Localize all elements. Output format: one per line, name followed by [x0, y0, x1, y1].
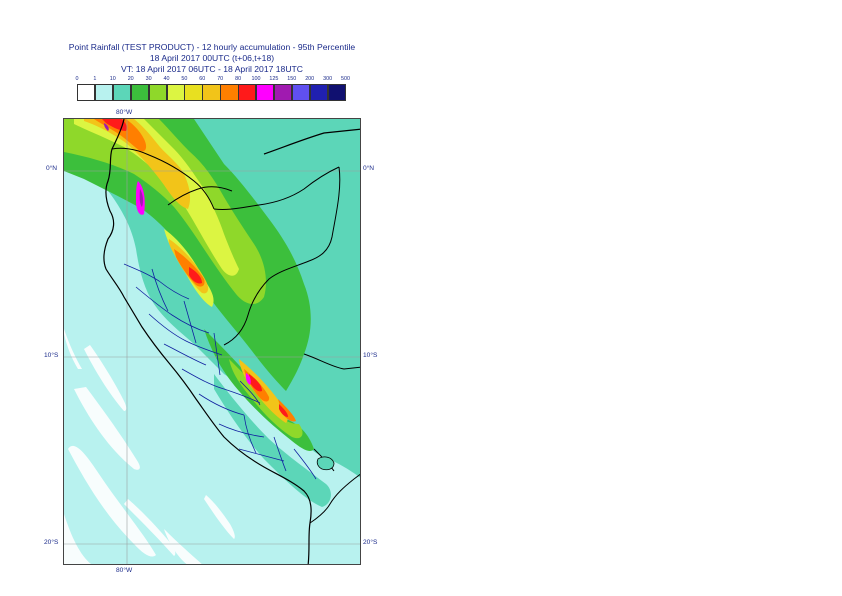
legend-colour-box [184, 84, 203, 101]
legend-colour-box [148, 84, 167, 101]
rain-80-100-d [279, 404, 288, 417]
legend-colour-box [309, 84, 329, 101]
legend-colour-box [327, 84, 346, 101]
lon-label-bottom: 80°W [116, 567, 133, 574]
legend-threshold-label: 150 [287, 76, 297, 82]
legend-threshold-label: 40 [163, 76, 170, 82]
rain-70-80 [94, 119, 147, 152]
legend-threshold-label: 60 [199, 76, 206, 82]
lat-label-left-20: 20°S [44, 539, 59, 546]
lat-label-right-20: 20°S [363, 539, 378, 546]
legend-colour-box [130, 84, 150, 101]
legend-threshold-label: 10 [109, 76, 116, 82]
map-title: Point Rainfall (TEST PRODUCT) - 12 hourl… [68, 42, 356, 52]
legend-threshold-label: 70 [217, 76, 224, 82]
rain-10-20-south [214, 374, 331, 507]
legend-threshold-label: 1 [93, 76, 97, 82]
rain-100-150-b [245, 373, 251, 385]
legend-threshold-label: 500 [341, 76, 350, 82]
rain-125-150 [139, 189, 144, 207]
legend-colour-box [202, 84, 221, 101]
lat-label-left-0: 0°N [46, 165, 58, 172]
legend-threshold-label: 125 [269, 76, 279, 82]
valid-time: VT: 18 April 2017 06UTC - 18 April 2017 … [121, 64, 303, 74]
low-precip-streaks [64, 329, 235, 564]
legend-threshold-label: 100 [251, 76, 261, 82]
lon-label-top: 80°W [116, 109, 133, 116]
run-time: 18 April 2017 00UTC (t+06,t+18) [149, 53, 275, 63]
legend-colour-box [77, 84, 96, 101]
legend-threshold-label: 300 [323, 76, 333, 82]
legend-threshold-label: 50 [181, 76, 188, 82]
regional-borders [123, 263, 317, 480]
legend-colour-box [256, 84, 275, 101]
legend-colour-box [273, 84, 293, 101]
legend-threshold-label: 0 [75, 76, 79, 82]
lat-label-right-0: 0°N [363, 165, 375, 172]
legend-colour-box [112, 84, 132, 101]
rain-125-150-b [104, 123, 109, 131]
lake-titicaca [316, 456, 335, 471]
lat-label-right-10: 10°S [363, 352, 378, 359]
rain-70-80-d [278, 399, 296, 422]
rain-80-100 [102, 119, 127, 131]
legend-threshold-label: 20 [127, 76, 134, 82]
legend-threshold-label: 30 [145, 76, 152, 82]
legend-threshold-label: 200 [305, 76, 315, 82]
rain-80-100-b [189, 267, 202, 284]
coastline [103, 119, 360, 564]
lat-label-left-10: 10°S [44, 352, 59, 359]
rainfall-map [63, 118, 361, 565]
rain-80-100-c [249, 374, 262, 392]
legend-colour-box [166, 84, 185, 101]
legend-colour-box [94, 84, 114, 101]
map-canvas [64, 119, 360, 564]
legend-threshold-label: 80 [235, 76, 242, 82]
legend-colour-box [291, 84, 311, 101]
legend-colour-box [220, 84, 239, 101]
legend-colour-box [238, 84, 257, 101]
